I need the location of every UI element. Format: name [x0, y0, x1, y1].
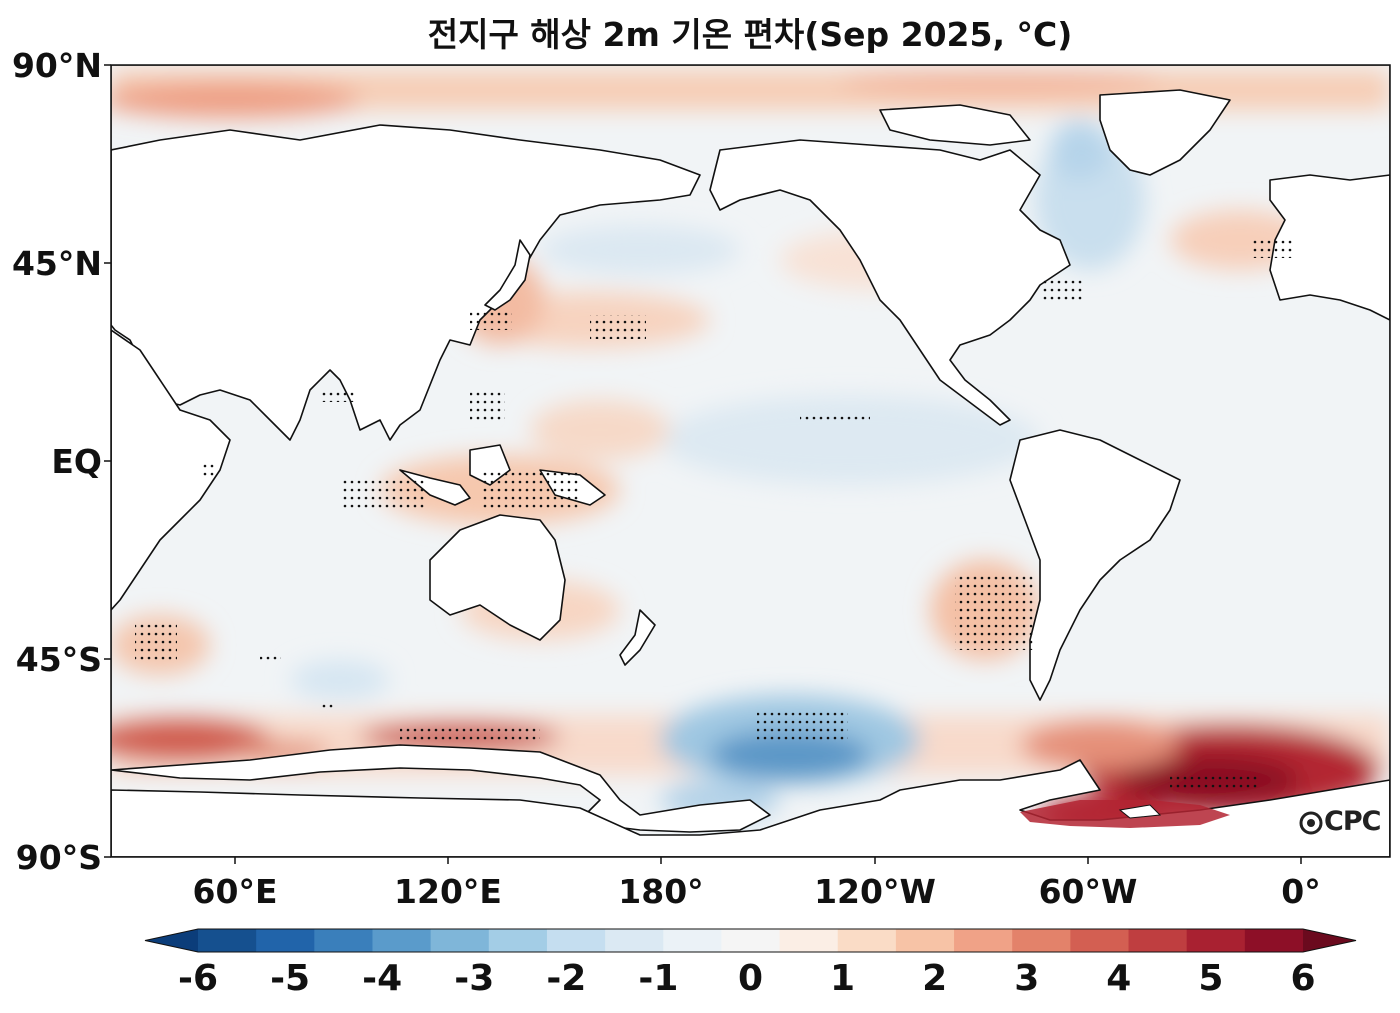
colorbar: [144, 928, 1357, 953]
colorbar-tick-label: 4: [1106, 958, 1132, 999]
colorbar-tick-label: 5: [1198, 958, 1224, 999]
colorbar-bin: [837, 929, 897, 952]
land-masses: [111, 89, 1390, 857]
colorbar-tick-label: 3: [1014, 958, 1040, 999]
colorbar-extend-low: [145, 929, 198, 952]
lat-label-90n: 90°N: [11, 46, 102, 85]
north-america: [709, 139, 1071, 426]
map-title: 전지구 해상 2m 기온 편차(Sep 2025, °C): [427, 15, 1073, 54]
colorbar-bin: [605, 929, 664, 952]
colorbar-bin: [954, 929, 1013, 952]
lon-ticks: [234, 857, 1302, 864]
colorbar-tick-label: 0: [737, 958, 764, 999]
colorbar-bin: [721, 929, 781, 952]
colorbar-tick-label: -4: [362, 958, 403, 999]
colorbar-tick-label: -3: [454, 958, 495, 999]
colorbar-tick-label: -2: [546, 958, 587, 999]
colorbar-tick-label: -5: [270, 958, 311, 999]
cpc-logo: CPC: [1324, 806, 1381, 837]
colorbar-bin: [663, 929, 722, 952]
colorbar-tick-label: 1: [830, 958, 856, 999]
weddell-ice: [1118, 804, 1162, 819]
colorbar-frame: [144, 928, 1357, 953]
lat-ticks: [104, 64, 111, 858]
colorbar-tick-label: 6: [1290, 958, 1316, 999]
colorbar-bin: [256, 929, 315, 952]
colorbar-extend-high: [1303, 929, 1356, 952]
antarctica: [111, 744, 771, 833]
lat-label-45n: 45°N: [11, 244, 102, 283]
south-america: [1009, 429, 1181, 701]
arctic-islands: [879, 104, 1031, 146]
lon-label-120w: 120°W: [814, 872, 936, 911]
lon-label-0: 0°: [1281, 872, 1321, 911]
plot-area: [111, 65, 1390, 857]
colorbar-bin: [430, 929, 490, 952]
colorbar-bin: [1186, 929, 1246, 952]
colorbar-bin: [1244, 929, 1304, 952]
lon-label-120e: 120°E: [394, 872, 502, 911]
colorbar-tick-label: -6: [178, 958, 218, 999]
logo-emblem-icon: [1299, 811, 1323, 835]
colorbar-bin: [779, 929, 839, 952]
lon-label-180: 180°: [618, 872, 704, 911]
colorbar-bin: [198, 929, 257, 952]
colorbar-bin: [372, 929, 432, 952]
antarctica-east: [111, 759, 1390, 857]
lat-label-90s: 90°S: [15, 838, 102, 877]
colorbar-bin: [895, 929, 955, 952]
significance-stipple: [135, 238, 1292, 792]
colorbar-bin: [546, 929, 606, 952]
colorbar-bin: [1012, 929, 1071, 952]
lat-label-45s: 45°S: [15, 640, 102, 679]
new-zealand: [619, 609, 656, 666]
colorbar-bin: [488, 929, 548, 952]
australia: [429, 514, 566, 641]
eurasia-africa: [111, 124, 701, 441]
indonesia: [399, 469, 471, 506]
colorbar-bin: [1128, 929, 1188, 952]
lat-label-eq: EQ: [51, 442, 102, 481]
colorbar-tick-label: 2: [922, 958, 948, 999]
europe: [1269, 174, 1390, 321]
colorbar-bin: [314, 929, 373, 952]
colorbar-tick-label: -1: [638, 958, 679, 999]
colorbar-bin: [1070, 929, 1130, 952]
lon-label-60w: 60°W: [1038, 872, 1138, 911]
lon-label-60e: 60°E: [192, 872, 278, 911]
africa: [111, 329, 231, 611]
greenland: [1099, 89, 1231, 176]
